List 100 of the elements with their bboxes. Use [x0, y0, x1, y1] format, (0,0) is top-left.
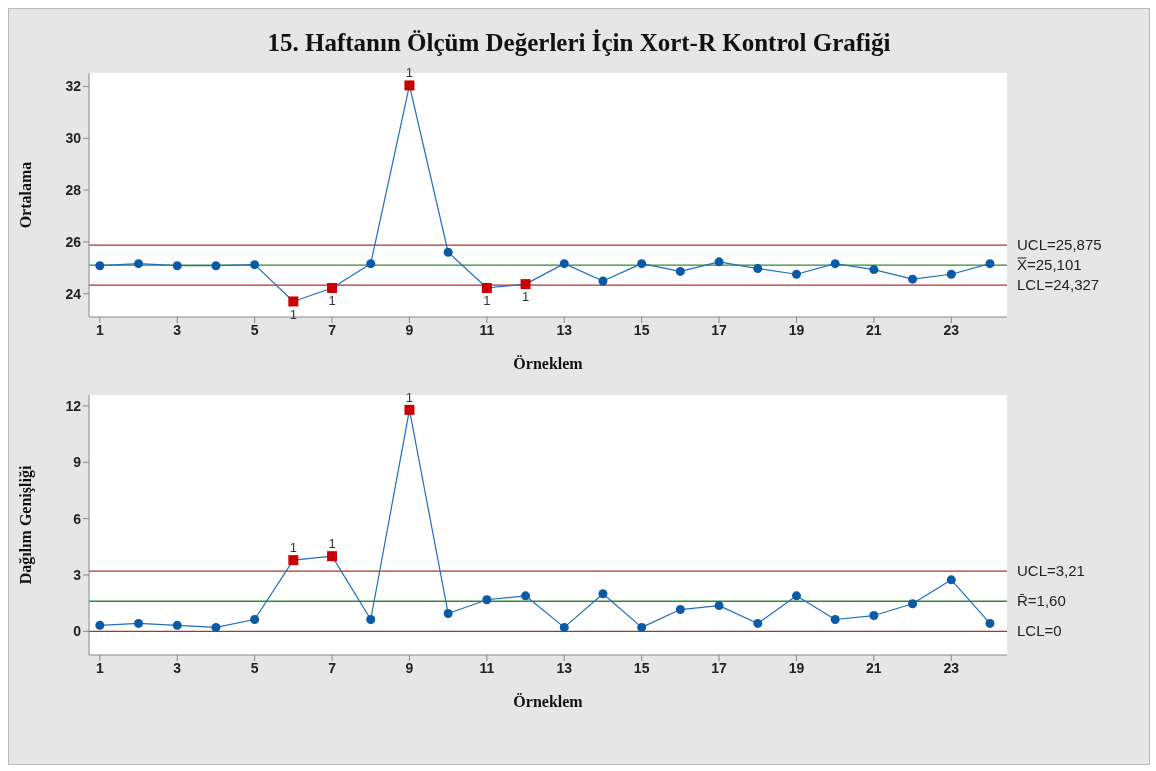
- point: [946, 575, 956, 585]
- x-tick-label: 1: [95, 659, 104, 676]
- point: [211, 622, 221, 632]
- point: [908, 599, 918, 609]
- point: [95, 620, 105, 630]
- point: [675, 266, 685, 276]
- y-tick-label: 26: [65, 233, 82, 250]
- x-tick-label: 11: [479, 659, 495, 676]
- point: [830, 614, 840, 624]
- point: [366, 614, 376, 624]
- x-tick-label: 5: [250, 659, 259, 676]
- annotation: 1: [289, 540, 297, 556]
- ref-line-label: UCL=25,875: [1017, 236, 1102, 254]
- point: [791, 269, 801, 279]
- x-axis-title: Örneklem: [513, 693, 584, 710]
- annotation: 1: [483, 293, 491, 309]
- x-tick-label: 9: [405, 321, 414, 338]
- x-tick-label: 17: [711, 321, 728, 338]
- annotation: 1: [405, 65, 414, 81]
- x-tick-label: 15: [633, 321, 650, 338]
- x-tick-label: 5: [250, 321, 259, 338]
- y-tick-label: 3: [73, 566, 82, 583]
- point: [134, 259, 144, 269]
- annotation: 1: [521, 289, 530, 305]
- point: [95, 261, 105, 271]
- point: [946, 269, 956, 279]
- x-tick-label: 11: [479, 321, 495, 338]
- ref-line-label: LCL=0: [1017, 622, 1062, 640]
- y-axis-title: Dağılım Genişliği: [16, 465, 35, 585]
- x-tick-label: 23: [943, 659, 960, 676]
- annotation: 1: [328, 536, 336, 552]
- point: [482, 595, 492, 605]
- x-tick-label: 7: [328, 321, 337, 338]
- x-tick-label: 21: [866, 321, 882, 338]
- point: [172, 261, 182, 271]
- x-tick-label: 9: [405, 659, 414, 676]
- point: [598, 589, 608, 599]
- point: [791, 591, 801, 601]
- y-tick-label: 30: [65, 130, 82, 147]
- x-tick-label: 3: [173, 321, 182, 338]
- point: [288, 555, 299, 566]
- x-tick-label: 19: [788, 659, 805, 676]
- point: [366, 259, 376, 269]
- point: [985, 259, 995, 269]
- point: [753, 618, 763, 628]
- point: [172, 620, 182, 630]
- point: [288, 296, 299, 307]
- x-tick-label: 23: [943, 321, 960, 338]
- x-tick-label: 13: [556, 659, 573, 676]
- ref-line-label: LCL=24,327: [1017, 276, 1100, 294]
- x-tick-label: 15: [633, 659, 650, 676]
- x-tick-label: 13: [556, 321, 573, 338]
- point: [134, 618, 144, 628]
- point: [250, 260, 260, 270]
- annotation: 1: [328, 293, 336, 309]
- ref-line-label: R̄=1,60: [1017, 592, 1066, 610]
- point: [443, 247, 453, 257]
- point: [869, 611, 879, 621]
- annotation: 1: [405, 389, 414, 405]
- point: [250, 614, 260, 624]
- point: [327, 282, 338, 293]
- annotation: 1: [289, 306, 297, 322]
- y-tick-label: 32: [65, 78, 82, 95]
- y-axis-title: Ortalama: [16, 161, 34, 229]
- point: [598, 276, 608, 286]
- point: [985, 618, 995, 628]
- point: [830, 259, 840, 269]
- point: [521, 591, 531, 601]
- point: [520, 279, 531, 290]
- x-tick-label: 1: [95, 321, 104, 338]
- chart-title: 15. Haftanın Ölçüm Değerleri İçin Xort-R Kontrol Grafiği: [266, 28, 892, 58]
- ref-line-label: UCL=3,21: [1017, 562, 1085, 580]
- y-tick-label: 12: [65, 397, 82, 414]
- y-tick-label: 0: [73, 623, 82, 640]
- point: [637, 622, 647, 632]
- x-tick-label: 17: [711, 659, 728, 676]
- x-tick-label: 21: [866, 659, 882, 676]
- point: [714, 601, 724, 611]
- x-tick-label: 3: [173, 659, 182, 676]
- point: [869, 265, 879, 275]
- point: [675, 605, 685, 615]
- point: [559, 259, 569, 269]
- x-tick-label: 7: [328, 659, 337, 676]
- point: [404, 80, 415, 91]
- point: [481, 282, 492, 293]
- ref-line-label: X̿=25,101: [1016, 256, 1082, 274]
- point: [753, 264, 763, 274]
- y-tick-label: 28: [65, 182, 82, 199]
- x-axis-title: Örneklem: [513, 355, 584, 372]
- point: [714, 257, 724, 267]
- point: [637, 259, 647, 269]
- point: [559, 622, 569, 632]
- point: [908, 274, 918, 284]
- x-tick-label: 19: [788, 321, 805, 338]
- y-tick-label: 9: [73, 454, 82, 471]
- y-tick-label: 24: [65, 285, 82, 302]
- point: [404, 404, 415, 415]
- point: [211, 261, 221, 271]
- y-tick-label: 6: [73, 510, 82, 527]
- point: [443, 608, 453, 618]
